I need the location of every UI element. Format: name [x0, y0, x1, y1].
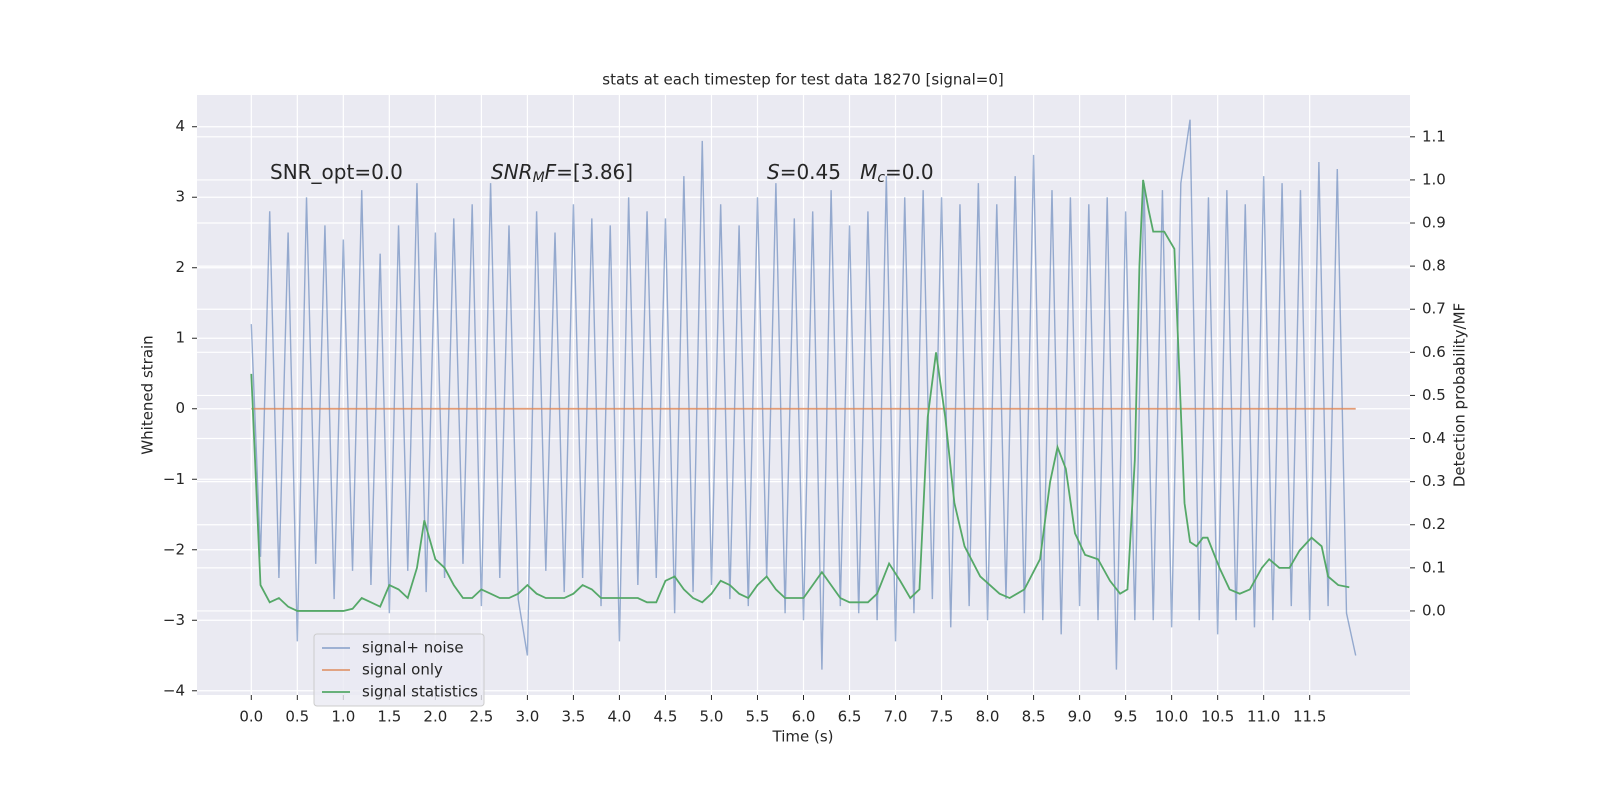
- annotation: S=0.45 Mc=0.0: [767, 160, 934, 187]
- y2-tick-label: 1.1: [1422, 127, 1446, 145]
- x-tick-label: 9.0: [1068, 708, 1092, 726]
- y2-tick-label: 0.6: [1422, 343, 1446, 361]
- y-tick-label: −2: [163, 540, 185, 558]
- y-tick-label: −3: [163, 611, 185, 629]
- x-tick-label: 0.0: [239, 708, 263, 726]
- legend-label: signal only: [362, 661, 443, 679]
- x-tick-label: 2.5: [469, 708, 493, 726]
- x-tick-label: 5.0: [700, 708, 724, 726]
- x-tick-label: 8.0: [976, 708, 1000, 726]
- y2-tick-label: 0.1: [1422, 558, 1446, 576]
- x-tick-label: 3.5: [561, 708, 585, 726]
- legend-label: signal statistics: [362, 683, 478, 701]
- y2-axis-label: Detection probability/MF: [1451, 303, 1469, 487]
- annotation-part: M: [533, 170, 545, 186]
- x-tick-label: 0.5: [285, 708, 309, 726]
- x-tick-label: 11.0: [1247, 708, 1280, 726]
- x-tick-label: 2.0: [423, 708, 447, 726]
- y2-tick-label: 0.9: [1422, 214, 1446, 232]
- annotation-part: S: [767, 160, 780, 184]
- x-tick-label: 5.5: [746, 708, 770, 726]
- series-line: [250, 179, 1350, 612]
- x-tick-label: 4.0: [608, 708, 632, 726]
- y2-tick-label: 1.0: [1422, 170, 1446, 188]
- y-tick-label: 0: [175, 399, 185, 417]
- x-tick-label: 1.0: [331, 708, 355, 726]
- y-axis-label: Whitened strain: [139, 335, 157, 454]
- x-tick-label: 6.0: [792, 708, 816, 726]
- x-tick-label: 7.0: [884, 708, 908, 726]
- legend-box: [313, 633, 485, 707]
- x-tick-label: 4.5: [654, 708, 678, 726]
- y2-tick-label: 0.3: [1422, 472, 1446, 490]
- annotation-part: =0.0: [885, 160, 934, 184]
- legend-label: signal+ noise: [362, 639, 464, 657]
- y2-tick-label: 0.2: [1422, 515, 1446, 533]
- y-tick-label: −1: [163, 470, 185, 488]
- x-axis-label: Time (s): [772, 728, 834, 746]
- annotation-part: c: [877, 170, 885, 186]
- y-tick-label: 1: [175, 329, 185, 347]
- y-tick-label: 3: [175, 188, 185, 206]
- x-tick-label: 9.5: [1114, 708, 1138, 726]
- x-tick-label: 1.5: [377, 708, 401, 726]
- x-tick-label: 8.5: [1022, 708, 1046, 726]
- series-line: [250, 119, 1357, 670]
- y-tick-label: 2: [175, 258, 185, 276]
- x-tick-label: 11.5: [1293, 708, 1326, 726]
- x-tick-label: 3.0: [515, 708, 539, 726]
- annotation-part: =0.45: [780, 160, 860, 184]
- chart-title: stats at each timestep for test data 182…: [602, 71, 1003, 89]
- y-tick-label: 4: [175, 117, 185, 135]
- y2-tick-label: 0.5: [1422, 386, 1446, 404]
- y-tick-label: −4: [163, 681, 185, 699]
- x-tick-label: 6.5: [838, 708, 862, 726]
- annotation-part: SNR: [491, 160, 533, 184]
- y2-tick-label: 0.0: [1422, 601, 1446, 619]
- annotation-part: =[3.86]: [556, 160, 633, 184]
- annotation: SNR_opt=0.0: [270, 160, 403, 184]
- x-tick-label: 10.0: [1155, 708, 1188, 726]
- annotation-part: SNR_opt=0.0: [270, 160, 403, 184]
- y2-tick-label: 0.7: [1422, 300, 1446, 318]
- annotation: SNRMF=[3.86]: [491, 160, 633, 187]
- x-tick-label: 10.5: [1201, 708, 1234, 726]
- annotation-part: M: [860, 160, 877, 184]
- y2-tick-label: 0.4: [1422, 429, 1446, 447]
- legend: signal+ noise signal only signal statistic…: [313, 633, 485, 707]
- x-tick-label: 7.5: [930, 708, 954, 726]
- y2-tick-label: 0.8: [1422, 257, 1446, 275]
- annotation-part: F: [545, 160, 557, 184]
